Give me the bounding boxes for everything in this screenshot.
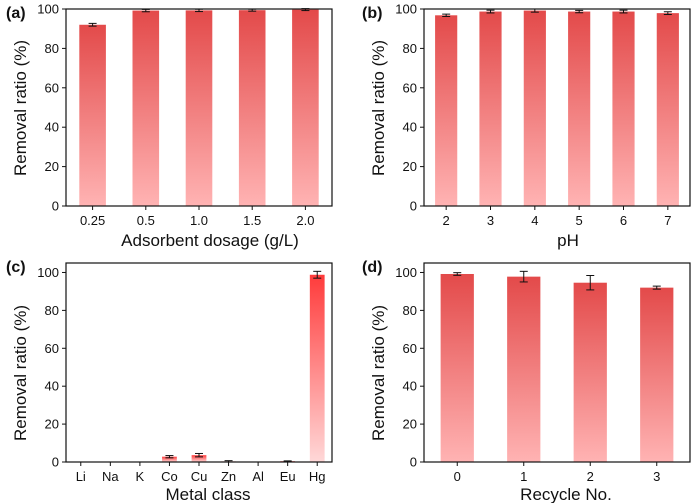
bar (479, 11, 502, 206)
y-tick-label: 20 (403, 417, 417, 432)
y-tick-label: 40 (45, 379, 59, 394)
bar (640, 287, 674, 462)
x-tick-label: Li (76, 469, 86, 484)
plot-frame (423, 8, 691, 207)
y-tick-label: 0 (52, 455, 59, 470)
bar (292, 9, 319, 206)
panel-b-ylabel: Removal ratio (%) (369, 40, 388, 176)
x-tick-label: 1 (520, 469, 527, 484)
bar (132, 10, 160, 206)
bar (238, 10, 266, 206)
bar (656, 13, 679, 207)
panel-c-ylabel: Removal ratio (%) (11, 305, 30, 441)
bar (162, 456, 177, 462)
x-tick-label: Hg (309, 469, 326, 484)
y-tick-label: 60 (45, 341, 59, 356)
y-tick-label: 20 (403, 159, 417, 174)
x-tick-label: 0.25 (80, 213, 105, 228)
x-tick-label: 2.0 (296, 213, 314, 228)
y-tick-label: 0 (410, 199, 417, 214)
x-tick-label: 6 (620, 213, 627, 228)
x-tick-label: Co (161, 469, 178, 484)
panel-d: (d) Recycle No. Removal ratio (%) 0 1 2 3 0 2… (362, 259, 691, 503)
x-tick-label: 2 (587, 469, 594, 484)
y-tick-label: 0 (52, 199, 59, 214)
panel-b-label: (b) (362, 5, 382, 22)
y-tick-label: 40 (45, 120, 59, 135)
panel-a-ylabel: Removal ratio (%) (11, 40, 30, 176)
x-tick-label: 3 (487, 213, 494, 228)
y-tick-label: 20 (45, 159, 59, 174)
x-tick-label: Zn (221, 469, 236, 484)
bar (309, 274, 325, 462)
panel-c: (c) Metal class Removal ratio (%) Li Na K C… (6, 259, 333, 503)
x-tick-label: 0.5 (137, 213, 155, 228)
panel-a: (a) Adsorbent dosage (g/L) Removal ratio… (6, 2, 333, 250)
x-tick-label: 3 (653, 469, 660, 484)
panel-a-xlabel: Adsorbent dosage (g/L) (121, 231, 299, 250)
bar (507, 276, 541, 462)
bar (573, 282, 607, 462)
x-tick-label: Eu (280, 469, 296, 484)
x-tick-label: 1.0 (190, 213, 208, 228)
x-tick-label: 0 (454, 469, 461, 484)
panel-c-plot: Li Na K Co Cu Zn Al Eu Hg 0 20 40 60 80 100 (37, 262, 333, 484)
y-tick-label: 80 (403, 303, 417, 318)
bar (523, 10, 546, 206)
y-tick-label: 100 (37, 265, 59, 280)
y-tick-label: 80 (45, 41, 59, 56)
x-tick-label: 4 (531, 213, 538, 228)
x-tick-label: K (136, 469, 145, 484)
y-tick-label: 40 (403, 379, 417, 394)
y-tick-label: 60 (403, 80, 417, 95)
bar (568, 11, 591, 206)
panel-d-ylabel: Removal ratio (%) (369, 305, 388, 441)
plot-frame (423, 262, 691, 463)
panel-b-xlabel: pH (557, 231, 579, 250)
panel-b: (b) pH Removal ratio (%) 2 3 4 5 6 7 0 20 40 60 80… (362, 2, 691, 250)
panel-d-xlabel: Recycle No. (520, 485, 612, 503)
panel-d-plot: 0 1 2 3 0 20 40 60 80 100 (395, 262, 691, 484)
bar (435, 15, 458, 206)
y-tick-label: 20 (45, 417, 59, 432)
y-tick-label: 60 (45, 80, 59, 95)
y-tick-label: 100 (395, 265, 417, 280)
y-tick-label: 0 (410, 455, 417, 470)
y-tick-label: 100 (37, 2, 59, 17)
panel-c-label: (c) (6, 259, 26, 276)
panel-c-xlabel: Metal class (165, 485, 250, 503)
bar (191, 455, 207, 462)
plot-frame (65, 262, 333, 463)
x-tick-label: Cu (191, 469, 208, 484)
x-tick-label: 5 (576, 213, 583, 228)
y-tick-label: 60 (403, 341, 417, 356)
bar (79, 24, 106, 207)
bar (185, 10, 213, 207)
x-tick-label: Na (102, 469, 119, 484)
x-tick-label: Al (252, 469, 264, 484)
bar (440, 273, 474, 462)
panel-a-plot: 0.25 0.5 1.0 1.5 2.0 0 20 40 60 80 100 (37, 2, 333, 228)
panel-b-plot: 2 3 4 5 6 7 0 20 40 60 80 100 (395, 2, 691, 228)
y-tick-label: 40 (403, 120, 417, 135)
panel-d-label: (d) (362, 259, 382, 276)
panel-a-label: (a) (6, 5, 26, 22)
x-tick-label: 2 (443, 213, 450, 228)
y-tick-label: 100 (395, 2, 417, 17)
x-tick-label: 7 (664, 213, 671, 228)
x-tick-label: 1.5 (243, 213, 261, 228)
y-tick-label: 80 (45, 303, 59, 318)
bar (612, 11, 635, 206)
y-tick-label: 80 (403, 41, 417, 56)
plot-frame (65, 8, 333, 207)
